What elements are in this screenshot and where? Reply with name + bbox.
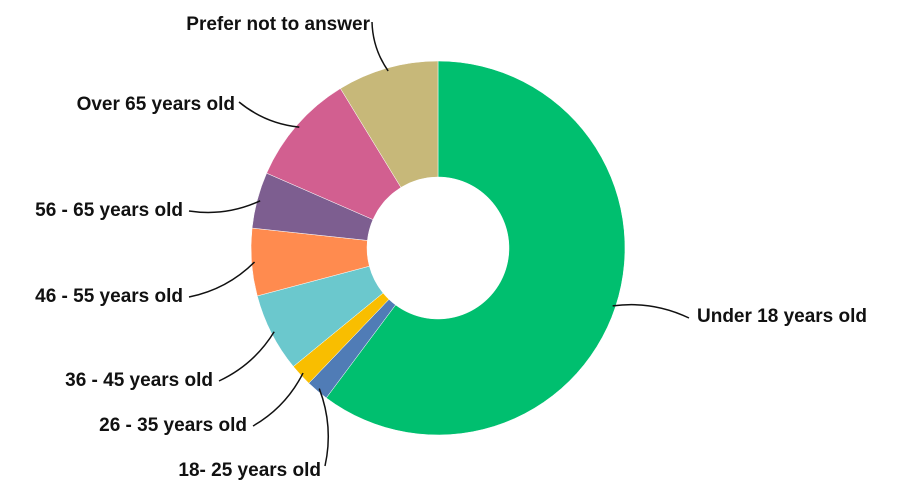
slice-under-18-years-old [325, 60, 626, 436]
leader-line-under-18-years-old [612, 303, 690, 319]
leader-line-group [188, 21, 690, 467]
leader-line-18-25-years-old [318, 388, 329, 467]
leader-line-46-55-years-old [188, 261, 256, 298]
label-over-65-years-old: Over 65 years old [77, 94, 235, 115]
leader-line-26-35-years-old [252, 372, 304, 427]
leader-line-over-65-years-old [238, 101, 300, 128]
label-under-18-years-old: Under 18 years old [697, 306, 867, 327]
slice-group [250, 60, 626, 436]
label-36-45-years-old: 36 - 45 years old [65, 370, 213, 391]
label-26-35-years-old: 26 - 35 years old [99, 415, 247, 436]
label-group: Under 18 years old 18- 25 years old 26 - 3… [35, 14, 867, 481]
leader-line-36-45-years-old [218, 331, 275, 382]
slice-prefer-not-to-answer [340, 60, 439, 188]
leader-line-56-65-years-old [188, 200, 261, 214]
label-46-55-years-old: 46 - 55 years old [35, 286, 183, 307]
leader-line-prefer-not-to-answer [371, 21, 389, 72]
label-18-25-years-old: 18- 25 years old [178, 460, 321, 481]
label-56-65-years-old: 56 - 65 years old [35, 200, 183, 221]
label-prefer-not-to-answer: Prefer not to answer [186, 14, 370, 35]
